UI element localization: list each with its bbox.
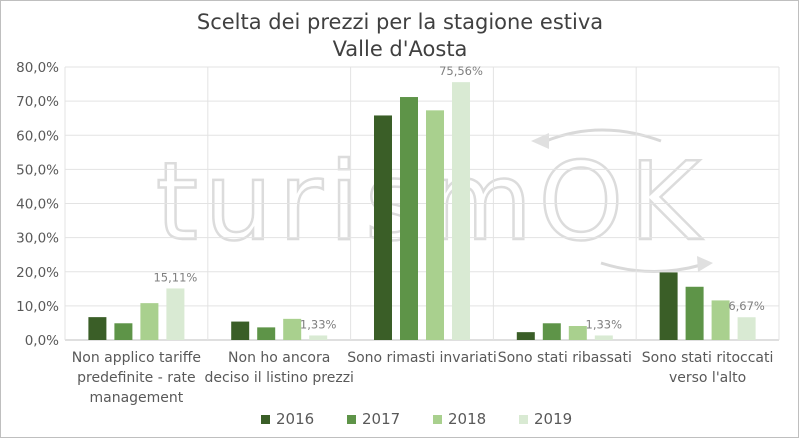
y-tick-label: 80,0% (16, 60, 59, 76)
data-label: 1,33% (586, 317, 623, 331)
category-label: Non ho ancora (228, 350, 330, 366)
bar-2016 (516, 332, 535, 340)
bar-2019 (737, 317, 756, 340)
bar-2017 (542, 323, 561, 340)
bar-2019 (166, 288, 185, 340)
category-label: deciso il listino prezzi (204, 370, 354, 386)
watermark-arrow-top (545, 128, 662, 143)
y-tick-label: 30,0% (16, 231, 59, 247)
bar-2018 (711, 300, 730, 340)
category-label: predefinite - rate (77, 370, 196, 386)
y-tick-label: 60,0% (16, 128, 59, 144)
data-label: 15,11% (153, 270, 197, 284)
y-axis: 0,0% 10,0% 20,0% 30,0% 40,0% 50,0% 60,0% 70,0% 8… (16, 60, 59, 349)
bar-2017 (400, 97, 418, 340)
legend-label: 2016 (276, 410, 314, 428)
category-label: Sono stati ritoccati (642, 350, 774, 366)
bar-2019 (452, 82, 470, 341)
legend: 2016 2017 2018 2019 (261, 410, 572, 428)
legend-swatch-2017 (347, 415, 356, 424)
legend-label: 2017 (362, 410, 400, 428)
bar-2018 (140, 303, 159, 340)
bars (88, 82, 756, 341)
gridlines (64, 66, 780, 341)
chart-subtitle: Valle d'Aosta (333, 37, 468, 61)
legend-swatch-2019 (519, 415, 528, 424)
y-tick-label: 10,0% (16, 299, 59, 315)
y-tick-label: 70,0% (16, 94, 59, 110)
bar-2016 (231, 321, 250, 340)
x-axis: Non applico tariffe predefinite - rate man… (72, 350, 774, 406)
legend-swatch-2018 (433, 415, 442, 424)
legend-label: 2019 (534, 410, 572, 428)
legend-swatch-2016 (261, 415, 270, 424)
category-label: verso l'alto (669, 370, 746, 386)
bar-2016 (659, 272, 678, 340)
y-tick-label: 50,0% (16, 162, 59, 178)
category-label: Sono stati ribassati (498, 350, 632, 366)
watermark-arrowhead-bottom (697, 256, 713, 272)
bar-2018 (568, 326, 587, 340)
category-label: Sono rimasti invariati (347, 350, 497, 366)
bar-2017 (114, 323, 133, 340)
data-label: 75,56% (439, 64, 483, 78)
bar-2019 (309, 335, 328, 340)
bar-2017 (257, 327, 276, 340)
bar-2018 (426, 110, 444, 341)
y-tick-label: 0,0% (25, 333, 59, 349)
bar-2017 (685, 286, 704, 340)
bar-2016 (374, 115, 392, 341)
data-label: 6,67% (728, 299, 765, 313)
data-label: 1,33% (300, 317, 337, 331)
category-label: management (90, 390, 184, 406)
bar-2019 (594, 335, 613, 340)
bar-2016 (88, 317, 107, 340)
data-labels: 15,11% 1,33% 75,56% 1,33% 6,67% (153, 64, 764, 331)
category-label: Non applico tariffe (72, 350, 201, 366)
watermark-arrowhead-top (531, 133, 549, 149)
bar-2018 (283, 318, 302, 340)
y-tick-label: 40,0% (16, 197, 59, 213)
chart-title: Scelta dei prezzi per la stagione estiva (197, 10, 603, 34)
legend-label: 2018 (448, 410, 486, 428)
y-tick-label: 20,0% (16, 265, 59, 281)
